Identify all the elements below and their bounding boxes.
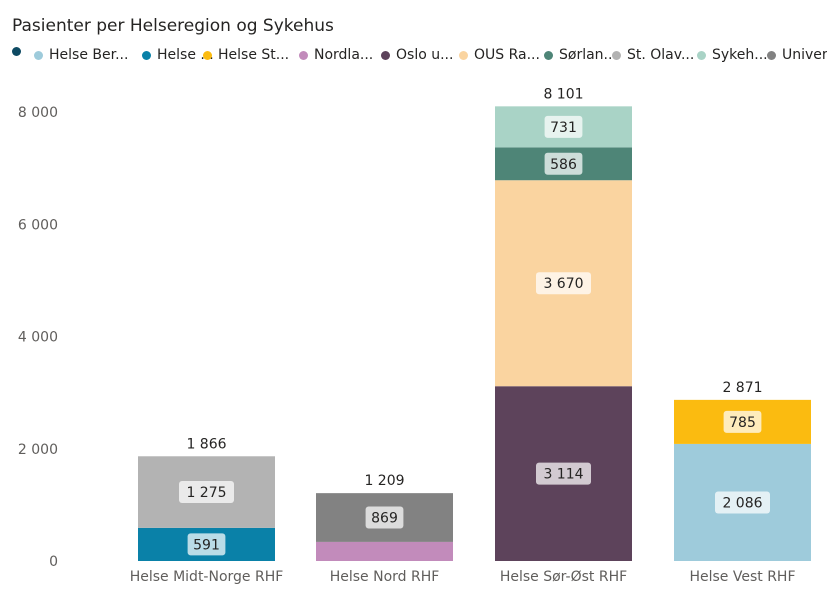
data-label: 1 275 <box>186 485 226 501</box>
legend-marker-icon <box>142 50 151 60</box>
data-label-background <box>536 462 591 485</box>
data-label: 869 <box>371 511 398 527</box>
category-label: Helse Midt-Norge RHF <box>130 569 284 585</box>
bar-segment <box>316 541 453 561</box>
legend-item[interactable]: Helse St... <box>203 47 289 63</box>
data-label: 3 114 <box>543 467 583 483</box>
legend-item[interactable]: Nordla... <box>299 47 373 63</box>
legend-item[interactable]: Sykeh... <box>697 47 768 63</box>
legend-marker-icon <box>767 50 776 60</box>
total-label: 1 209 <box>364 473 404 489</box>
data-label: 731 <box>550 120 577 136</box>
legend-marker-icon <box>203 50 212 60</box>
data-label: 2 086 <box>722 495 762 511</box>
legend-marker-icon <box>459 50 468 60</box>
legend-marker-icon <box>34 50 43 60</box>
legend-label: Helse Ber... <box>49 47 129 63</box>
data-label-background <box>544 152 583 175</box>
y-tick-label: 6 000 <box>18 217 58 233</box>
legend-marker-icon <box>544 50 553 60</box>
data-label: 785 <box>729 415 756 431</box>
data-label-background <box>723 410 762 433</box>
legend-item[interactable] <box>12 47 27 56</box>
legend-marker-icon <box>697 50 706 60</box>
legend-item[interactable]: Helse Ber... <box>34 47 128 63</box>
legend-label: Helse ... <box>157 47 214 63</box>
legend-label: Nordla... <box>314 47 374 63</box>
legend-marker-icon <box>612 50 621 60</box>
legend-label: Sørlan... <box>559 47 617 63</box>
legend-label: St. Olav... <box>627 47 695 63</box>
data-label-background <box>179 481 234 504</box>
data-label-background <box>544 115 583 138</box>
legend-label: Sykeh... <box>712 47 768 63</box>
legend-item[interactable]: OUS Ra... <box>459 47 540 63</box>
data-label-background <box>715 491 770 514</box>
data-label: 586 <box>550 157 577 173</box>
data-label: 591 <box>193 537 220 553</box>
category-label: Helse Sør-Øst RHF <box>500 569 627 585</box>
data-label: 3 670 <box>543 276 583 292</box>
legend-item[interactable]: St. Olav... <box>612 47 694 63</box>
category-label: Helse Vest RHF <box>689 569 795 585</box>
total-label: 2 871 <box>722 380 762 396</box>
legend-item[interactable]: Oslo u... <box>381 47 453 63</box>
total-label: 8 101 <box>543 86 583 102</box>
data-label-background <box>365 506 404 529</box>
data-label-background <box>536 272 591 295</box>
y-tick-label: 2 000 <box>18 442 58 458</box>
data-label-background <box>187 533 226 556</box>
legend-marker-icon <box>299 50 308 60</box>
legend-item[interactable]: Univer... <box>767 47 827 63</box>
legend-label: Helse St... <box>218 47 290 63</box>
legend-label: Univer... <box>782 47 827 63</box>
category-label: Helse Nord RHF <box>330 569 440 585</box>
legend-marker-icon <box>381 50 390 60</box>
total-label: 1 866 <box>186 436 226 452</box>
legend-item[interactable]: Sørlan... <box>544 47 617 63</box>
legend-marker-icon <box>12 47 21 56</box>
legend-label: Oslo u... <box>396 47 454 63</box>
y-tick-label: 4 000 <box>18 330 58 346</box>
chart-title: Pasienter per Helseregion og Sykehus <box>12 16 334 36</box>
legend-label: OUS Ra... <box>474 47 540 63</box>
y-tick-label: 0 <box>49 554 58 570</box>
legend-item[interactable]: Helse ... <box>142 47 214 63</box>
y-tick-label: 8 000 <box>18 105 58 121</box>
chart-legend: Helse Ber... Helse ... Helse St... Nordla..… <box>12 47 827 69</box>
